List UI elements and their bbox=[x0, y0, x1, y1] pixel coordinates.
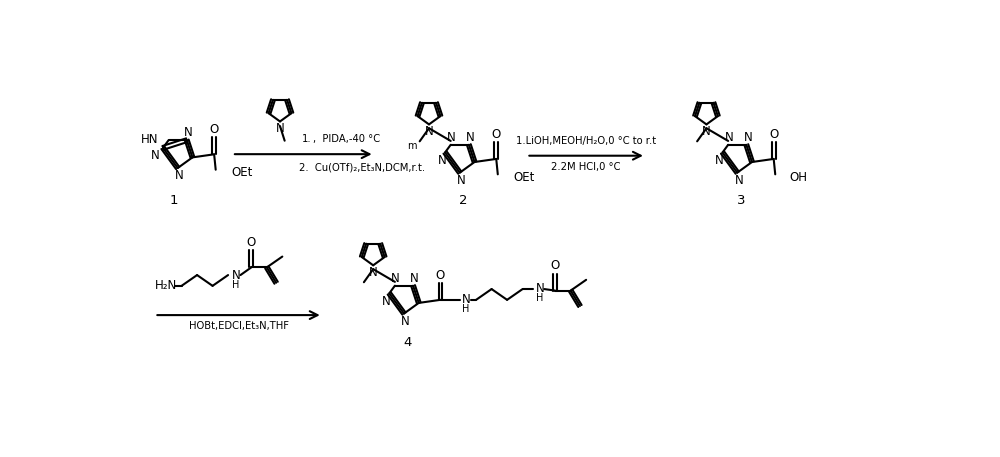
Text: N: N bbox=[744, 131, 752, 143]
Text: N: N bbox=[382, 295, 391, 308]
Text: N: N bbox=[447, 131, 456, 143]
Text: O: O bbox=[436, 269, 445, 282]
Text: N: N bbox=[425, 125, 433, 138]
Text: H: H bbox=[536, 293, 543, 303]
Text: N: N bbox=[462, 292, 471, 306]
Text: 1.LiOH,MEOH/H₂O,0 °C to r.t: 1.LiOH,MEOH/H₂O,0 °C to r.t bbox=[516, 136, 656, 146]
Text: OEt: OEt bbox=[231, 166, 253, 179]
Text: O: O bbox=[247, 236, 256, 249]
Text: H: H bbox=[232, 280, 239, 290]
Text: N: N bbox=[369, 266, 378, 279]
Text: N: N bbox=[438, 154, 446, 167]
Text: N: N bbox=[734, 174, 743, 187]
Text: N: N bbox=[175, 169, 184, 182]
Text: N: N bbox=[151, 149, 160, 162]
Text: 2.  Cu(OTf)₂,Et₃N,DCM,r.t.: 2. Cu(OTf)₂,Et₃N,DCM,r.t. bbox=[299, 162, 425, 172]
Text: 1: 1 bbox=[170, 194, 178, 207]
Text: N: N bbox=[725, 131, 733, 143]
Text: N: N bbox=[401, 315, 410, 328]
Text: N: N bbox=[702, 125, 711, 138]
Text: N: N bbox=[715, 154, 724, 167]
Text: 3: 3 bbox=[737, 194, 745, 207]
Text: m: m bbox=[407, 141, 417, 151]
Text: N: N bbox=[457, 174, 466, 187]
Text: H₂N: H₂N bbox=[154, 279, 177, 292]
Text: N: N bbox=[232, 269, 241, 282]
Text: 1.: 1. bbox=[302, 134, 311, 144]
Text: HN: HN bbox=[141, 133, 159, 146]
Text: N: N bbox=[276, 122, 284, 135]
Text: N: N bbox=[391, 271, 400, 285]
Text: HOBt,EDCI,Et₃N,THF: HOBt,EDCI,Et₃N,THF bbox=[189, 321, 289, 331]
Text: N: N bbox=[536, 282, 545, 295]
Text: 2.2M HCl,0 °C: 2.2M HCl,0 °C bbox=[551, 162, 621, 172]
Text: ,  PIDA,-40 °C: , PIDA,-40 °C bbox=[313, 134, 380, 144]
Text: N: N bbox=[184, 126, 193, 139]
Text: O: O bbox=[551, 260, 560, 272]
Text: OEt: OEt bbox=[513, 171, 535, 184]
Text: H: H bbox=[462, 304, 470, 314]
Text: O: O bbox=[492, 128, 501, 141]
Text: 2: 2 bbox=[459, 194, 468, 207]
Text: 4: 4 bbox=[404, 336, 412, 349]
Text: O: O bbox=[210, 123, 219, 136]
Text: OH: OH bbox=[789, 171, 807, 184]
Text: N: N bbox=[466, 131, 475, 143]
Text: N: N bbox=[410, 271, 419, 285]
Text: O: O bbox=[769, 128, 778, 141]
